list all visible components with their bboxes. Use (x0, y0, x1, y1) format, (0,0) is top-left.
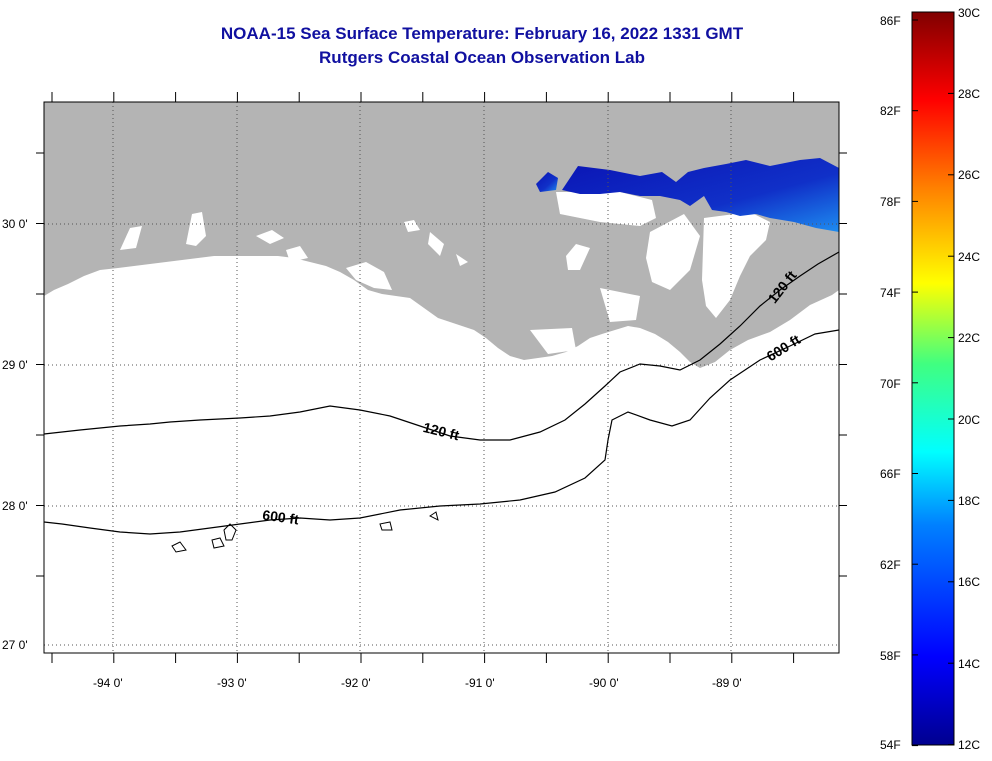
lon-label-89: -89 0' (712, 676, 742, 690)
lat-label-27: 27 0' (2, 638, 28, 652)
sst-data-patch (536, 172, 558, 192)
map-subtitle: Rutgers Coastal Ocean Observation Lab (319, 48, 645, 67)
colorbar-f-label: 86F (880, 14, 901, 28)
colorbar-c-label: 30C (958, 6, 981, 20)
lake (256, 230, 284, 244)
colorbar-c-label: 18C (958, 494, 981, 508)
axis-ticks (36, 92, 847, 663)
colorbar-f-label: 58F (880, 649, 901, 663)
colorbar-f-label: 54F (880, 738, 901, 752)
lake-pontchartrain (556, 192, 656, 226)
lon-label-94: -94 0' (93, 676, 123, 690)
marsh-water (530, 328, 576, 354)
colorbar-c-label: 24C (958, 250, 981, 264)
colorbar-c-label: 26C (958, 168, 981, 182)
lake (456, 254, 468, 266)
lon-label-91: -91 0' (465, 676, 495, 690)
colorbar-c-label: 12C (958, 738, 981, 752)
map-frame (43, 101, 840, 654)
colorbar-c-label: 22C (958, 331, 981, 345)
marsh-water (646, 214, 700, 290)
colorbar-ticks (912, 11, 954, 747)
lake (286, 246, 308, 262)
contour-120ft (43, 251, 840, 441)
lon-label-92: -92 0' (341, 676, 371, 690)
lake (404, 220, 420, 232)
colorbar-f-label: 78F (880, 195, 901, 209)
colorbar-f-label: 66F (880, 467, 901, 481)
contour-label-600ft: 600 ft (261, 507, 300, 528)
colorbar-f-label: 82F (880, 104, 901, 118)
colorbar-c-label: 16C (958, 575, 981, 589)
sound-water (702, 212, 770, 318)
lake (428, 232, 444, 256)
marsh-water (600, 288, 640, 322)
colorbar-c-label: 20C (958, 413, 981, 427)
lat-label-28: 28 0' (2, 499, 28, 513)
colorbar-c-label: 14C (958, 657, 981, 671)
colorbar-f-label: 62F (880, 558, 901, 572)
lon-label-90: -90 0' (589, 676, 619, 690)
map-title: NOAA-15 Sea Surface Temperature: Februar… (220, 24, 744, 43)
land-mass (44, 102, 839, 368)
contour-600ft (43, 329, 840, 535)
lake (186, 212, 206, 246)
lake (346, 262, 392, 290)
lat-label-29: 29 0' (2, 358, 28, 372)
lake (120, 226, 142, 250)
colorbar-f-label: 70F (880, 377, 901, 391)
sst-data-patch (562, 158, 839, 232)
colorbar-f-label: 74F (880, 286, 901, 300)
colorbar-c-label: 28C (958, 87, 981, 101)
lat-label-30: 30 0' (2, 217, 28, 231)
temperature-colorbar (911, 11, 955, 746)
contour-600ft-detail (171, 511, 439, 553)
lake (566, 244, 590, 270)
graticule (44, 102, 839, 653)
lon-label-93: -93 0' (217, 676, 247, 690)
